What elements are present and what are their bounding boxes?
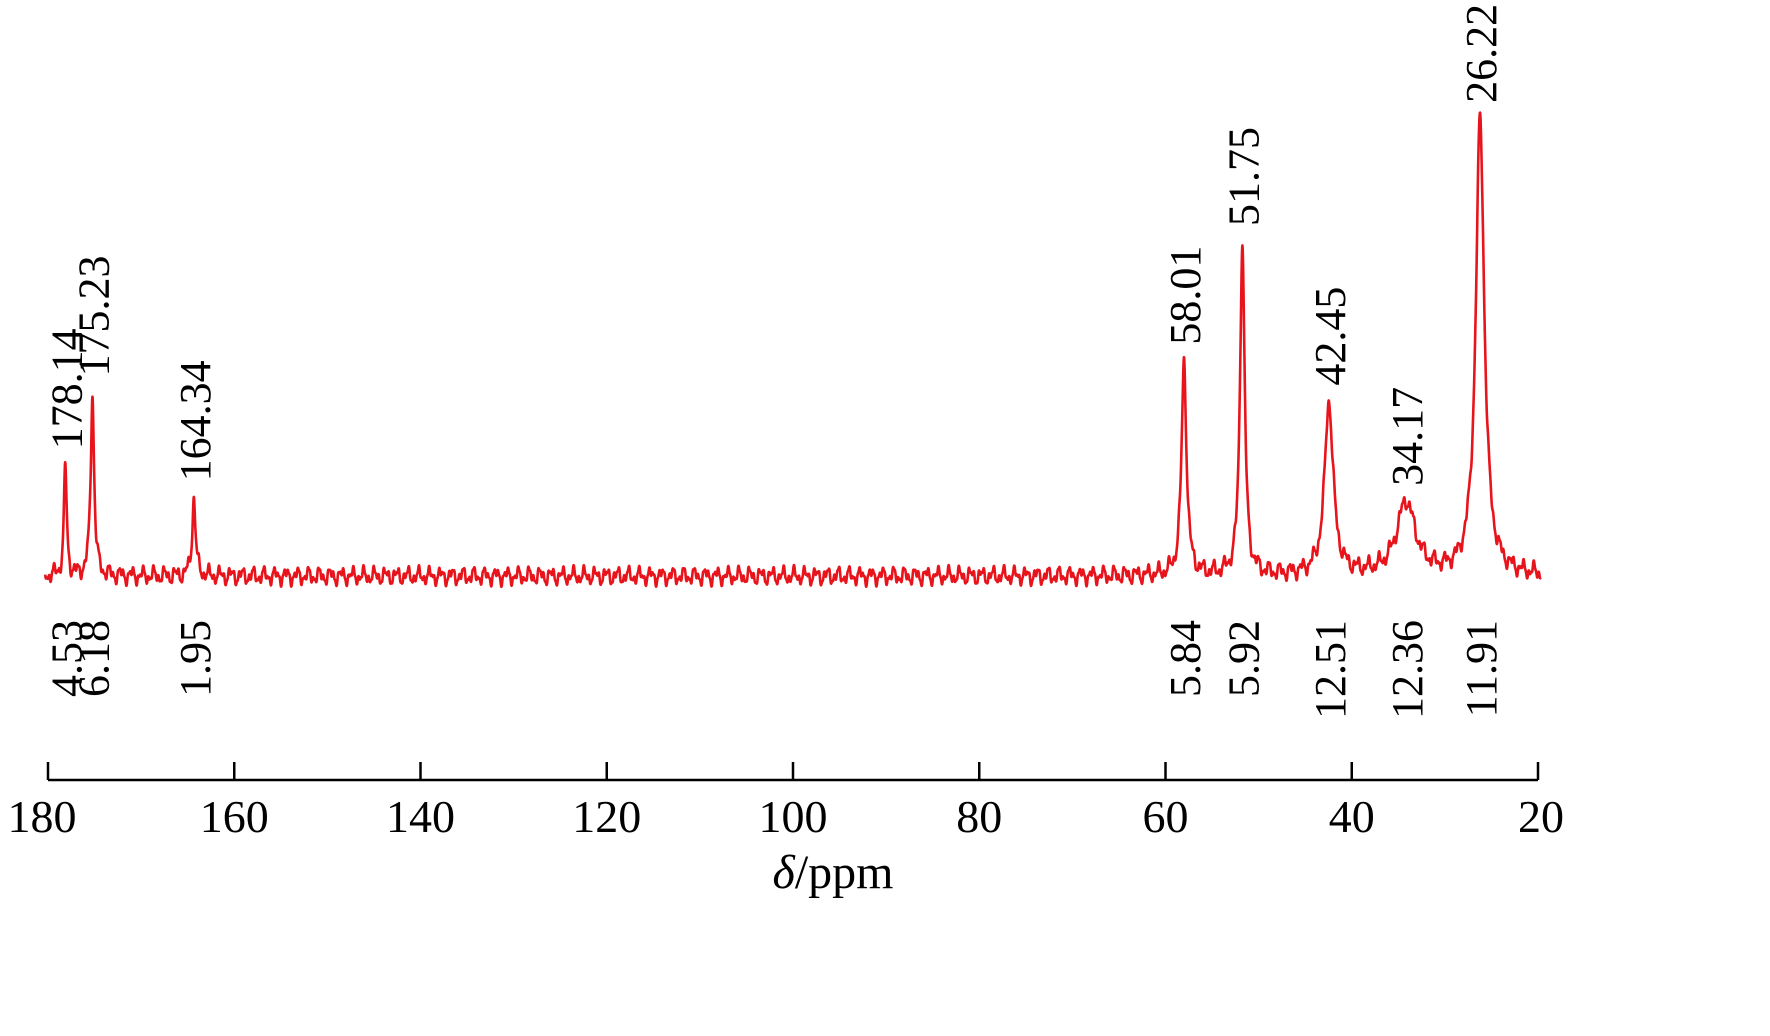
integral-label: 6.18 bbox=[69, 620, 118, 697]
peak-label: 178.14 bbox=[42, 328, 91, 449]
integral-label: 1.95 bbox=[171, 620, 220, 697]
x-axis-symbol: δ bbox=[773, 846, 796, 899]
x-tick-label: 120 bbox=[572, 791, 641, 842]
integral-label: 12.51 bbox=[1306, 620, 1355, 719]
x-tick-label: 160 bbox=[200, 791, 269, 842]
x-ticks: 180 160 140 120 100 80 60 40 20 bbox=[8, 762, 1564, 842]
peak-label: 34.17 bbox=[1383, 387, 1432, 486]
x-tick-label: 60 bbox=[1143, 791, 1189, 842]
integral-label: 11.91 bbox=[1457, 620, 1506, 717]
x-axis-unit: /ppm bbox=[795, 846, 894, 899]
x-tick-label: 140 bbox=[386, 791, 455, 842]
peak-label: 51.75 bbox=[1219, 127, 1268, 226]
x-axis-title: δ/ppm bbox=[773, 846, 894, 899]
x-tick-label: 80 bbox=[956, 791, 1002, 842]
peak-label: 58.01 bbox=[1161, 246, 1210, 345]
integral-label: 4.53 bbox=[42, 620, 91, 697]
integral-label: 5.92 bbox=[1219, 620, 1268, 697]
integral-label: 12.36 bbox=[1383, 620, 1432, 719]
peak-label: 26.22 bbox=[1457, 4, 1506, 103]
integral-labels: 4.536.18 1.95 5.84 5.92 12.51 12.36 11.91 bbox=[42, 620, 1506, 719]
spectrum-line bbox=[43, 111, 1542, 589]
x-tick-label: 20 bbox=[1518, 791, 1564, 842]
integral-label: 5.84 bbox=[1161, 620, 1210, 697]
x-tick-label: 100 bbox=[759, 791, 828, 842]
peak-label: 42.45 bbox=[1306, 287, 1355, 386]
x-tick-label: 180 bbox=[8, 791, 77, 842]
x-tick-label: 40 bbox=[1329, 791, 1375, 842]
peak-label: 175.23 bbox=[69, 256, 118, 377]
peak-label: 164.34 bbox=[171, 360, 220, 481]
